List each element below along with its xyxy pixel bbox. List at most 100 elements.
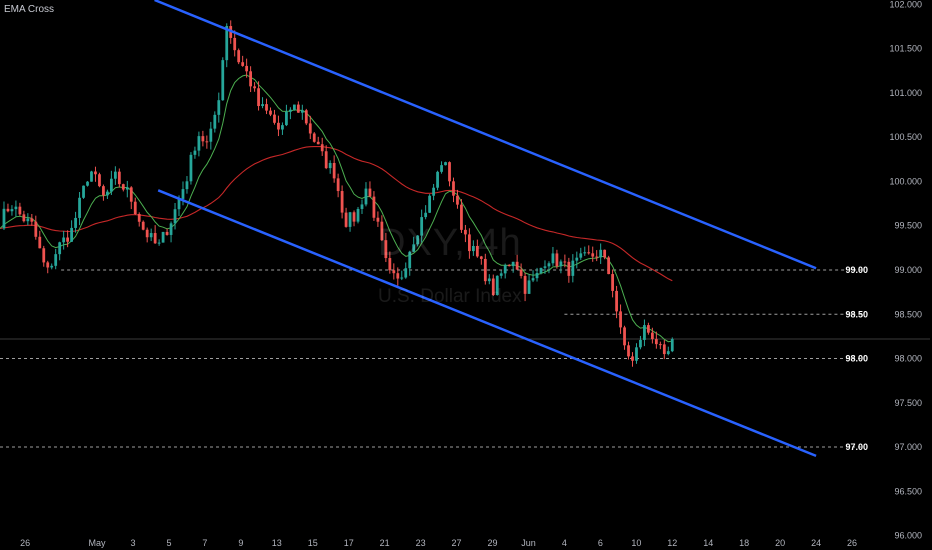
indicator-label[interactable]: EMA Cross <box>4 4 55 15</box>
candle <box>197 131 201 157</box>
candle <box>94 166 97 182</box>
candle <box>372 191 376 221</box>
candle-body <box>149 233 153 238</box>
candle <box>78 192 81 226</box>
candle-body <box>635 347 638 361</box>
candle <box>98 172 101 188</box>
x-tick-label: 6 <box>598 538 603 548</box>
candle <box>18 202 22 216</box>
channel-line-0[interactable] <box>154 0 817 270</box>
candle-body <box>145 229 149 238</box>
candle-body <box>153 233 157 244</box>
candle-body <box>448 162 451 182</box>
candle-body <box>320 144 324 152</box>
candle-body <box>90 171 93 182</box>
x-tick-label: 26 <box>20 538 30 548</box>
candle-body <box>205 141 209 143</box>
candle <box>611 269 614 298</box>
ema-slow-line <box>0 145 673 282</box>
candle-body <box>58 242 62 255</box>
candle-body <box>670 339 674 352</box>
candle <box>456 189 459 209</box>
candle-body <box>650 332 654 340</box>
candle <box>539 267 543 275</box>
y-tick-label: 97.500 <box>894 398 922 408</box>
channel-line-1[interactable] <box>157 189 817 458</box>
candle-body <box>368 188 372 197</box>
candle-body <box>436 171 439 188</box>
y-tick-label: 100.000 <box>889 176 922 186</box>
candle-body <box>619 311 622 328</box>
candle-body <box>631 356 634 361</box>
candle <box>38 230 42 249</box>
candle-body <box>66 237 70 242</box>
candle-body <box>30 218 34 222</box>
candle-body <box>308 123 312 134</box>
candle-body <box>304 110 308 124</box>
candle-body <box>300 110 304 113</box>
candle <box>400 270 404 281</box>
candle <box>30 213 34 226</box>
y-tick-label: 99.000 <box>894 265 922 275</box>
y-tick-label: 101.500 <box>889 44 922 54</box>
candle-body <box>543 266 547 268</box>
candle <box>269 107 272 117</box>
candle <box>471 240 475 256</box>
x-tick-label: 5 <box>166 538 171 548</box>
candle <box>547 261 551 274</box>
candle <box>483 253 487 285</box>
candle-body <box>241 62 245 66</box>
candle-body <box>388 258 392 271</box>
candle <box>627 341 630 360</box>
x-tick-label: 21 <box>380 538 390 548</box>
candle <box>666 346 670 356</box>
candle <box>296 101 300 113</box>
candle <box>205 135 209 149</box>
candle-body <box>316 141 320 145</box>
candle <box>46 260 50 274</box>
candle <box>599 243 603 264</box>
candle <box>352 210 356 227</box>
candle-body <box>277 122 280 130</box>
price-level-lines: 99.00 98.50 98.00 97.00 <box>0 265 930 452</box>
candle-body <box>563 261 567 263</box>
candle <box>587 245 591 255</box>
candle-body <box>125 187 129 190</box>
time-axis[interactable]: 26 May 3 5 7 9 13 15 17 21 23 27 29 Jun 4 6 10 12 14 18 20 24… <box>20 538 857 548</box>
x-tick-label: 27 <box>452 538 462 548</box>
candle <box>304 108 308 126</box>
candle-body <box>658 344 662 346</box>
candle <box>106 189 109 199</box>
candle <box>50 263 54 270</box>
candle-body <box>507 265 511 267</box>
candle <box>420 209 424 243</box>
candle-body <box>416 235 420 245</box>
candle-body <box>161 231 165 243</box>
candle-body <box>106 191 109 196</box>
candle <box>117 168 121 188</box>
candle <box>157 239 161 246</box>
candle-body <box>575 257 579 261</box>
candle <box>662 339 666 360</box>
channel-lines[interactable] <box>154 0 817 458</box>
candle-body <box>400 277 404 279</box>
price-axis[interactable]: 102.000 101.500 101.000 100.500 100.000 99.50… <box>889 0 922 541</box>
x-tick-label: Jun <box>521 538 536 548</box>
candle <box>102 184 105 201</box>
y-tick-label: 96.500 <box>894 486 922 496</box>
candle-body <box>86 181 89 186</box>
candle <box>468 228 471 259</box>
candle-body <box>281 125 284 130</box>
candle <box>340 185 344 219</box>
candle <box>635 343 638 364</box>
candle <box>26 213 30 226</box>
level-label-3: 97.00 <box>845 442 868 452</box>
candle-body <box>356 208 360 222</box>
candle <box>440 161 443 174</box>
candle-body <box>213 114 217 129</box>
candle <box>185 176 189 194</box>
candle-body <box>78 197 81 218</box>
candle <box>615 285 618 319</box>
y-tick-label: 97.000 <box>894 442 922 452</box>
